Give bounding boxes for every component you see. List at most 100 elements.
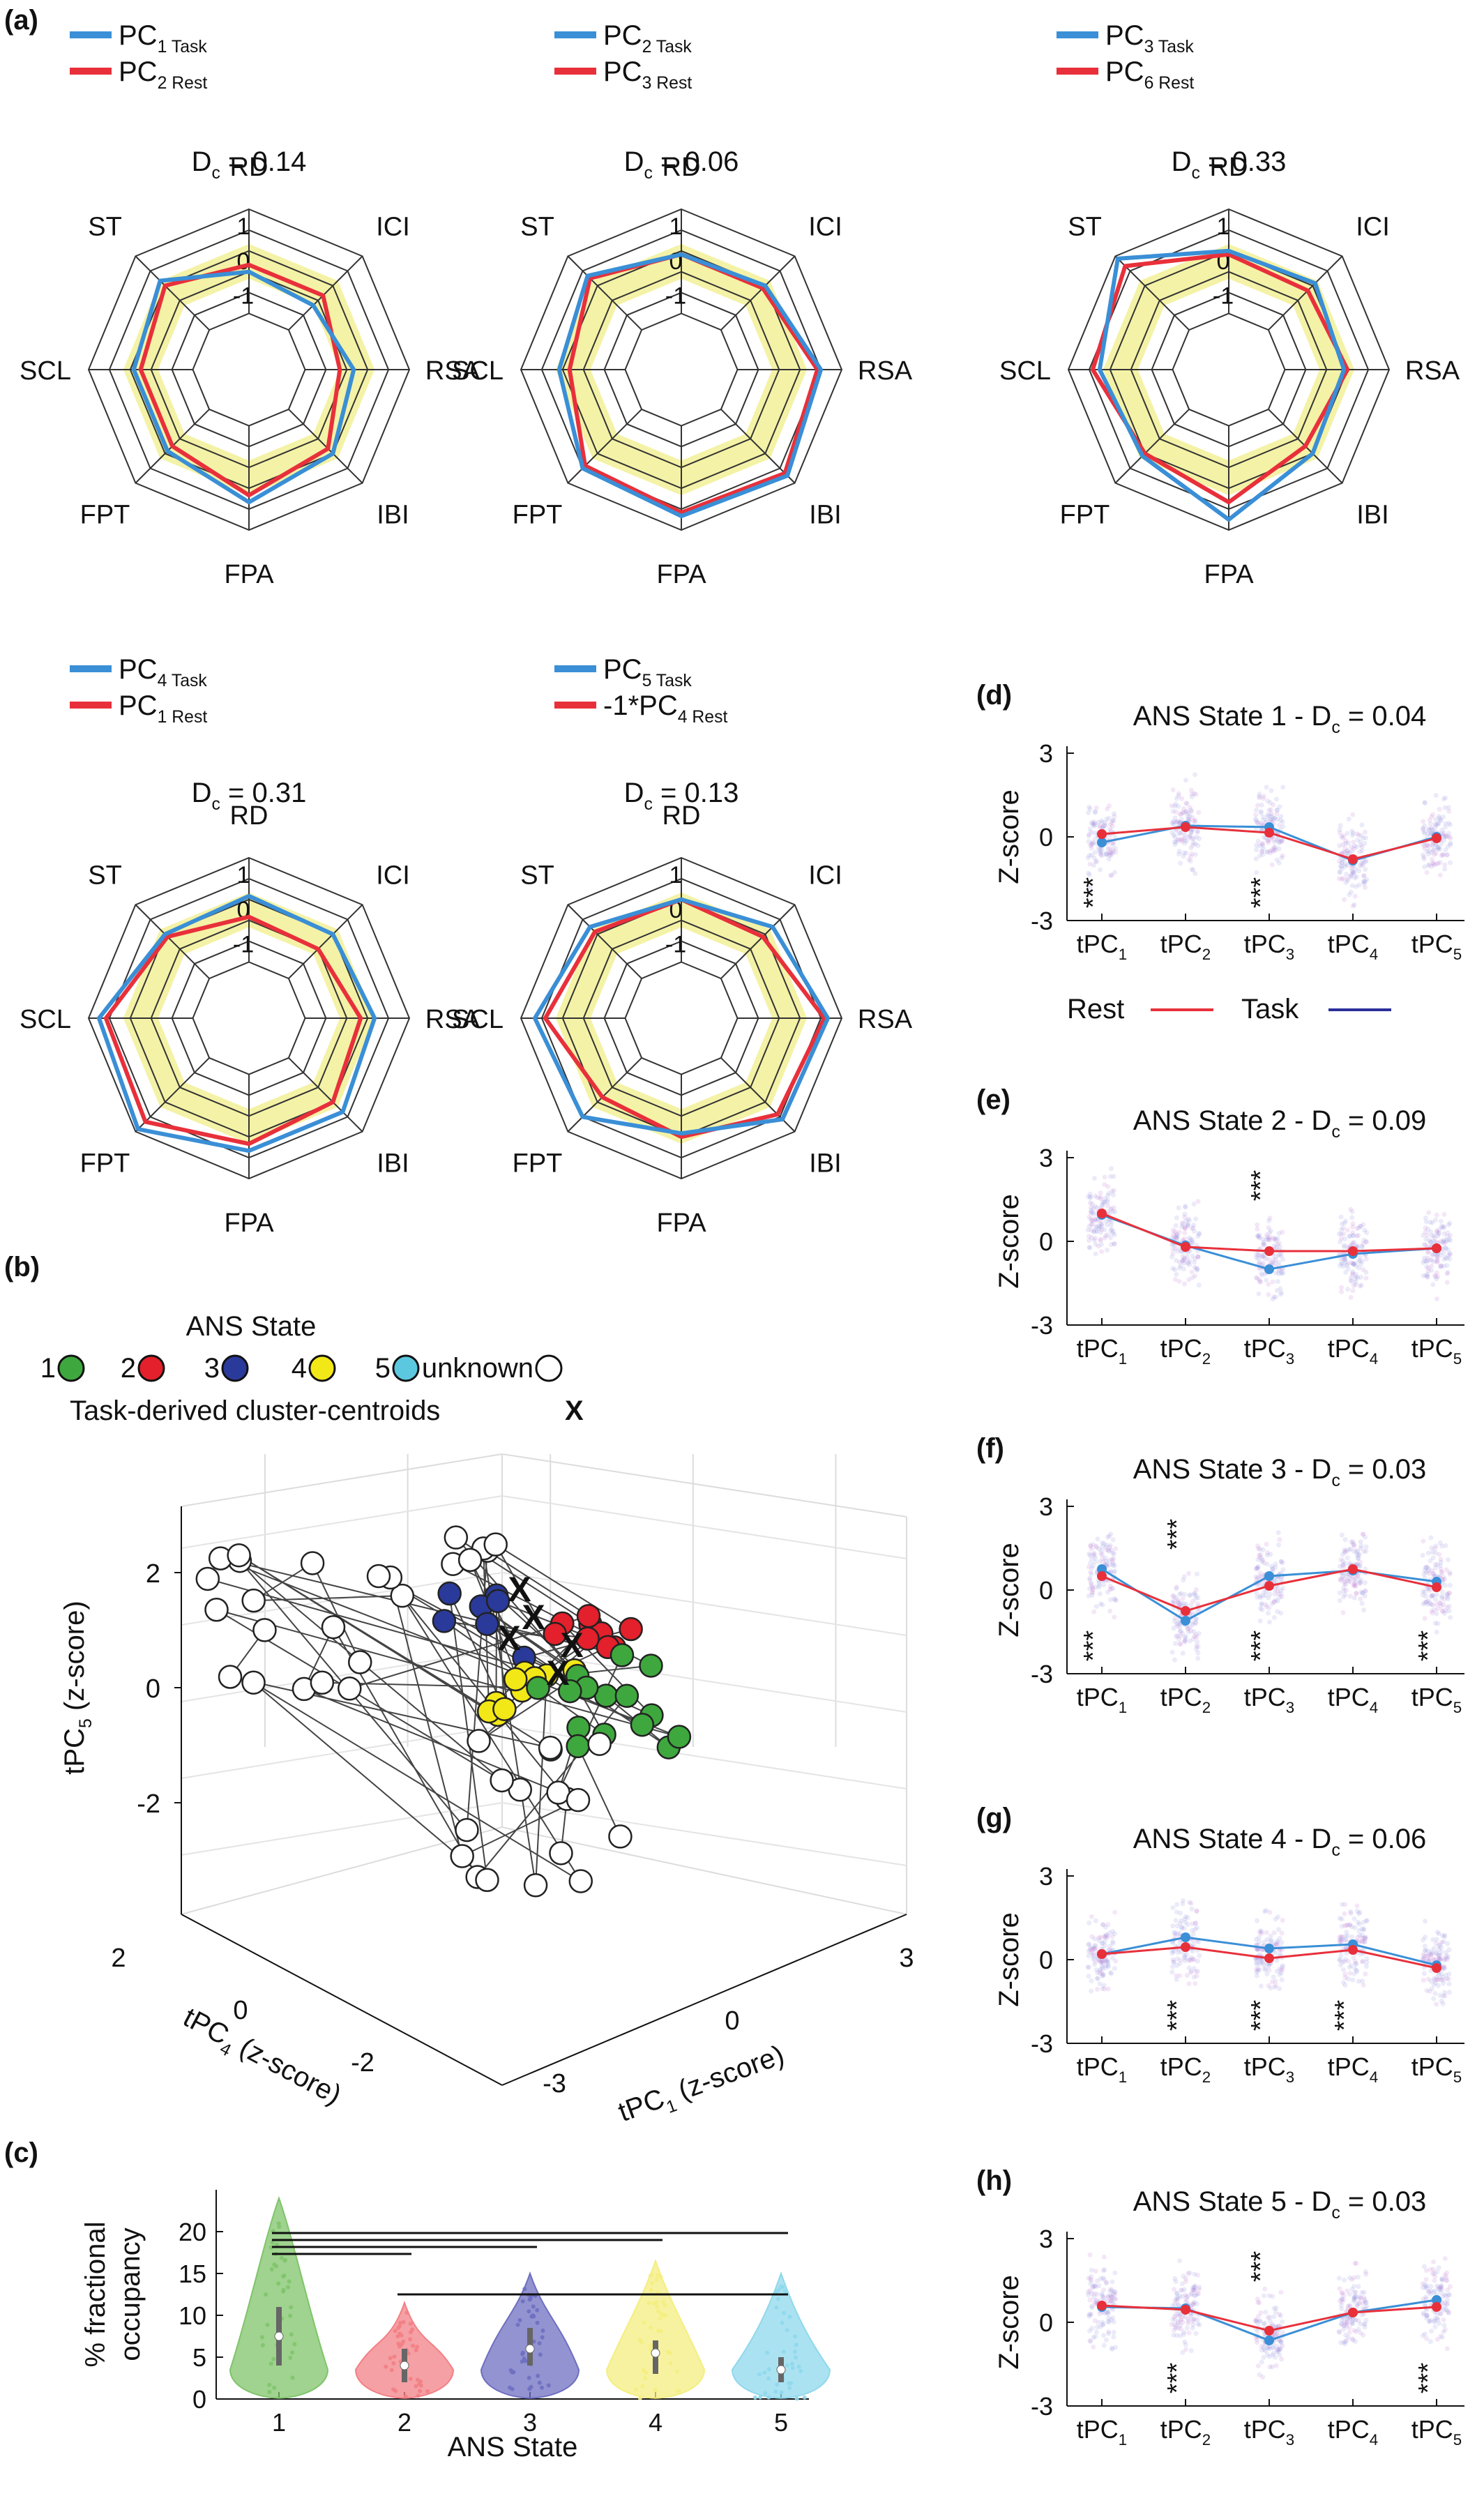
line-cloud-dot: [1278, 1252, 1283, 1257]
line-cloud-dot: [1259, 822, 1264, 828]
line-cloud-dot: [1337, 1598, 1342, 1603]
line-cloud-dot: [1443, 821, 1448, 826]
line-panel-letter: (h): [976, 2165, 1012, 2196]
radar-spoke: [567, 255, 642, 331]
line-cloud-dot: [1252, 817, 1258, 822]
line-cloud-dot: [1342, 849, 1348, 855]
line-cloud-dot: [1446, 1947, 1452, 1953]
line-cloud-dot: [1184, 1951, 1190, 1957]
line-cloud-dot: [1339, 1532, 1345, 1538]
violin-dot: [511, 2370, 516, 2375]
line-cloud-dot: [1194, 1242, 1199, 1248]
line-cloud-dot: [1254, 870, 1259, 875]
radar-ring-label-minus1: -1: [233, 283, 254, 310]
line-cloud-dot: [1172, 1267, 1178, 1273]
line-cloud-dot: [1439, 840, 1444, 846]
line-cloud-dot: [1104, 2280, 1110, 2285]
line-x-tick-label: tPC4: [1328, 1683, 1378, 1716]
line-cloud-dot: [1266, 1619, 1272, 1625]
line-cloud-dot: [1181, 2329, 1187, 2335]
line-cloud-dot: [1111, 2329, 1116, 2335]
radar-axis-label: SCL: [999, 356, 1051, 386]
line-cloud-dot: [1105, 1193, 1111, 1198]
line-cloud-dot: [1098, 1195, 1103, 1200]
line-cloud-dot: [1181, 1257, 1186, 1263]
line-cloud-dot: [1110, 1188, 1115, 1194]
line-cloud-dot: [1253, 856, 1259, 861]
line-cloud-dot: [1186, 1235, 1192, 1241]
line-cloud-dot: [1364, 1229, 1370, 1235]
line-y-tick-label: -3: [1031, 1660, 1053, 1688]
line-cloud-dot: [1193, 2292, 1199, 2298]
scatter-point: [195, 1566, 220, 1591]
violin-dot: [403, 2394, 408, 2399]
line-cloud-dot: [1422, 831, 1428, 836]
radar-title: Dc = 0.06: [624, 146, 739, 183]
line-cloud-dot: [1357, 863, 1363, 868]
violin-dot: [536, 2373, 540, 2378]
line-cloud-dot: [1344, 1548, 1349, 1554]
line-cloud-dot: [1428, 821, 1433, 826]
line-cloud-dot: [1099, 853, 1105, 858]
line-cloud-dot: [1442, 1934, 1448, 1939]
line-cloud-dot: [1255, 1276, 1260, 1281]
line-cloud-dot: [1339, 2306, 1345, 2312]
line-cloud-dot: [1422, 800, 1428, 805]
line-cloud-dot: [1183, 1225, 1188, 1231]
line-x-tick-label: tPC2: [1160, 1683, 1211, 1716]
line-cloud-dot: [1422, 864, 1428, 870]
violin-median: [400, 2361, 409, 2370]
line-cloud-dot: [1187, 814, 1192, 819]
line-cloud-dot: [1093, 1228, 1099, 1234]
line-cloud-dot: [1110, 818, 1116, 824]
radar-axis-label: IBI: [377, 1149, 409, 1178]
line-cloud-dot: [1196, 1630, 1202, 1636]
line-cloud-dot: [1442, 866, 1448, 872]
line-cloud-dot: [1441, 1250, 1446, 1255]
line-cloud-dot: [1170, 1957, 1176, 1962]
line-cloud-dot: [1088, 1194, 1093, 1199]
line-cloud-dot: [1349, 868, 1355, 874]
line-x-tick-label: tPC5: [1411, 2415, 1462, 2449]
line-cloud-dot: [1349, 872, 1354, 877]
line-cloud-dot: [1186, 2321, 1191, 2326]
line-cloud-dot: [1113, 849, 1119, 855]
line-cloud-dot: [1273, 1978, 1278, 1984]
line-cloud-dot: [1278, 839, 1283, 845]
line-cloud-dot: [1256, 1291, 1262, 1296]
line-cloud-dot: [1188, 858, 1193, 864]
line-cloud-dot: [1270, 1279, 1275, 1285]
line-cloud-dot: [1268, 807, 1273, 812]
violin-dot: [646, 2301, 651, 2306]
line-cloud-dot: [1362, 829, 1368, 835]
violin-shape: [229, 2195, 329, 2399]
line-cloud-dot: [1266, 1292, 1271, 1297]
grid-line: [181, 1572, 503, 1626]
radar-spoke: [567, 1057, 642, 1133]
line-cloud-dot: [1257, 2300, 1262, 2306]
line-cloud-dot: [1105, 1203, 1110, 1209]
line-cloud-dot: [1180, 1220, 1186, 1226]
grid-line: [501, 1572, 907, 1636]
line-cloud-dot: [1350, 1541, 1356, 1547]
line-cloud-dot: [1359, 1600, 1365, 1606]
line-cloud-dot: [1264, 1930, 1269, 1935]
rest-line-point: [1432, 1243, 1441, 1253]
line-cloud-dot: [1105, 1232, 1110, 1238]
line-cloud-dot: [1421, 829, 1427, 835]
line-cloud-dot: [1093, 1193, 1098, 1199]
line-cloud-dot: [1271, 2306, 1277, 2311]
line-cloud-dot: [1098, 1238, 1103, 1243]
line-panel-title: ANS State 1 - Dc = 0.04: [1133, 701, 1427, 737]
violin-dot: [276, 2281, 281, 2286]
line-cloud-dot: [1343, 838, 1349, 844]
scatter-point: [432, 1609, 457, 1633]
line-cloud-dot: [1110, 1586, 1116, 1591]
line-cloud-dot: [1111, 1205, 1116, 1211]
line-cloud-dot: [1110, 1537, 1116, 1543]
line-cloud-dot: [1273, 796, 1279, 802]
line-cloud-dot: [1090, 1210, 1096, 1216]
line-cloud-dot: [1255, 1226, 1260, 1232]
line-cloud-dot: [1273, 1257, 1278, 1262]
line-cloud-dot: [1109, 2345, 1114, 2351]
